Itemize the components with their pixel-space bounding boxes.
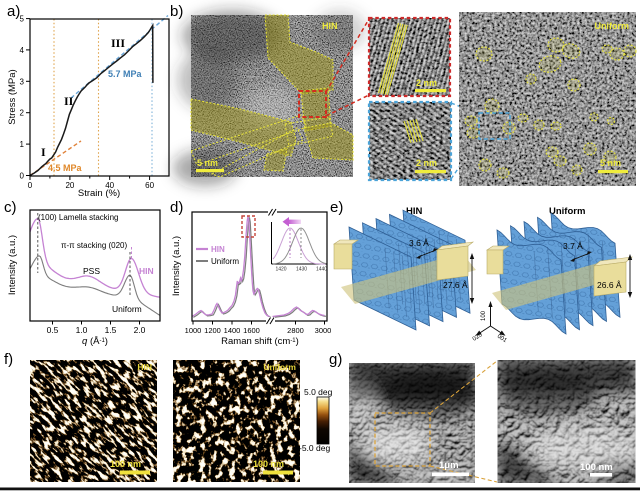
svg-text:0: 0 bbox=[28, 181, 33, 190]
svg-text:2 nm: 2 nm bbox=[416, 78, 437, 88]
svg-text:(100) Lamella stacking: (100) Lamella stacking bbox=[38, 213, 118, 222]
svg-text:5 nm: 5 nm bbox=[197, 158, 218, 168]
svg-text:Uniform: Uniform bbox=[595, 21, 630, 31]
svg-text:Uniform: Uniform bbox=[263, 362, 296, 372]
svg-text:g): g) bbox=[329, 351, 342, 368]
svg-text:q (Å-1): q (Å-1) bbox=[82, 336, 108, 347]
svg-text:Intensity (a.u.): Intensity (a.u.) bbox=[171, 236, 182, 296]
svg-text:0: 0 bbox=[20, 172, 25, 181]
svg-text:20: 20 bbox=[65, 181, 74, 190]
svg-text:1400: 1400 bbox=[224, 326, 241, 335]
svg-text:I: I bbox=[41, 145, 46, 159]
svg-text:40: 40 bbox=[105, 181, 114, 190]
svg-text:e): e) bbox=[330, 199, 343, 216]
svg-text:PSS: PSS bbox=[83, 266, 100, 276]
svg-text:3.7 Å: 3.7 Å bbox=[563, 241, 583, 251]
svg-text:HIN: HIN bbox=[139, 266, 154, 276]
svg-text:1: 1 bbox=[20, 140, 25, 149]
svg-text:3.6 Å: 3.6 Å bbox=[409, 238, 429, 248]
svg-text:1μm: 1μm bbox=[439, 460, 459, 471]
svg-text:c): c) bbox=[4, 199, 17, 216]
svg-text:26.6 Å: 26.6 Å bbox=[597, 280, 622, 290]
svg-text:Stress (MPa): Stress (MPa) bbox=[7, 69, 18, 124]
svg-text:HIN: HIN bbox=[211, 245, 225, 254]
svg-text:100 nm: 100 nm bbox=[110, 459, 141, 469]
svg-text:1600: 1600 bbox=[243, 326, 260, 335]
svg-text:1200: 1200 bbox=[204, 326, 221, 335]
svg-text:4: 4 bbox=[20, 46, 25, 55]
svg-text:f): f) bbox=[4, 351, 13, 368]
svg-text:d): d) bbox=[170, 199, 183, 216]
svg-text:HIN: HIN bbox=[322, 21, 338, 31]
svg-text:5 nm: 5 nm bbox=[600, 158, 621, 168]
svg-text:Raman shift (cm-1): Raman shift (cm-1) bbox=[221, 336, 299, 347]
svg-text:III: III bbox=[111, 36, 125, 50]
svg-text:Uniform: Uniform bbox=[112, 304, 142, 314]
svg-text:Uniform: Uniform bbox=[211, 257, 239, 266]
svg-text:4.5 MPa: 4.5 MPa bbox=[48, 163, 83, 173]
svg-text:a): a) bbox=[7, 3, 20, 20]
svg-text:HIN: HIN bbox=[406, 206, 423, 217]
svg-text:001: 001 bbox=[496, 334, 508, 345]
svg-text:2.0: 2.0 bbox=[134, 325, 146, 335]
svg-text:5.7 MPa: 5.7 MPa bbox=[108, 69, 143, 79]
svg-text:1430: 1430 bbox=[296, 267, 307, 273]
svg-text:HIN: HIN bbox=[137, 362, 152, 372]
svg-text:Intensity (a.u.): Intensity (a.u.) bbox=[7, 235, 18, 295]
svg-text:2: 2 bbox=[20, 109, 25, 118]
svg-text:0.5: 0.5 bbox=[47, 325, 59, 335]
svg-text:60: 60 bbox=[145, 181, 154, 190]
svg-text:5.0 deg: 5.0 deg bbox=[304, 387, 333, 397]
svg-text:2 nm: 2 nm bbox=[416, 158, 437, 168]
svg-text:100 nm: 100 nm bbox=[253, 459, 284, 469]
svg-text:100: 100 bbox=[481, 310, 487, 321]
svg-text:2800: 2800 bbox=[287, 326, 304, 335]
svg-text:1.0: 1.0 bbox=[76, 325, 88, 335]
svg-text:1420: 1420 bbox=[275, 267, 286, 273]
svg-text:27.6 Å: 27.6 Å bbox=[443, 280, 468, 290]
svg-text:II: II bbox=[64, 94, 74, 108]
svg-text:Uniform: Uniform bbox=[549, 206, 585, 217]
svg-text:3: 3 bbox=[20, 77, 25, 86]
svg-text:3000: 3000 bbox=[315, 326, 332, 335]
svg-text:020: 020 bbox=[472, 332, 484, 343]
svg-text:b): b) bbox=[170, 3, 183, 20]
svg-text:1.5: 1.5 bbox=[105, 325, 117, 335]
svg-text:Strain (%): Strain (%) bbox=[78, 188, 120, 199]
svg-text:100 nm: 100 nm bbox=[580, 462, 613, 473]
svg-text:π-π stacking (020): π-π stacking (020) bbox=[61, 241, 128, 250]
svg-text:-5.0 deg: -5.0 deg bbox=[299, 443, 330, 453]
svg-text:1440: 1440 bbox=[316, 267, 327, 273]
svg-text:5: 5 bbox=[20, 15, 25, 24]
svg-text:1000: 1000 bbox=[185, 326, 202, 335]
